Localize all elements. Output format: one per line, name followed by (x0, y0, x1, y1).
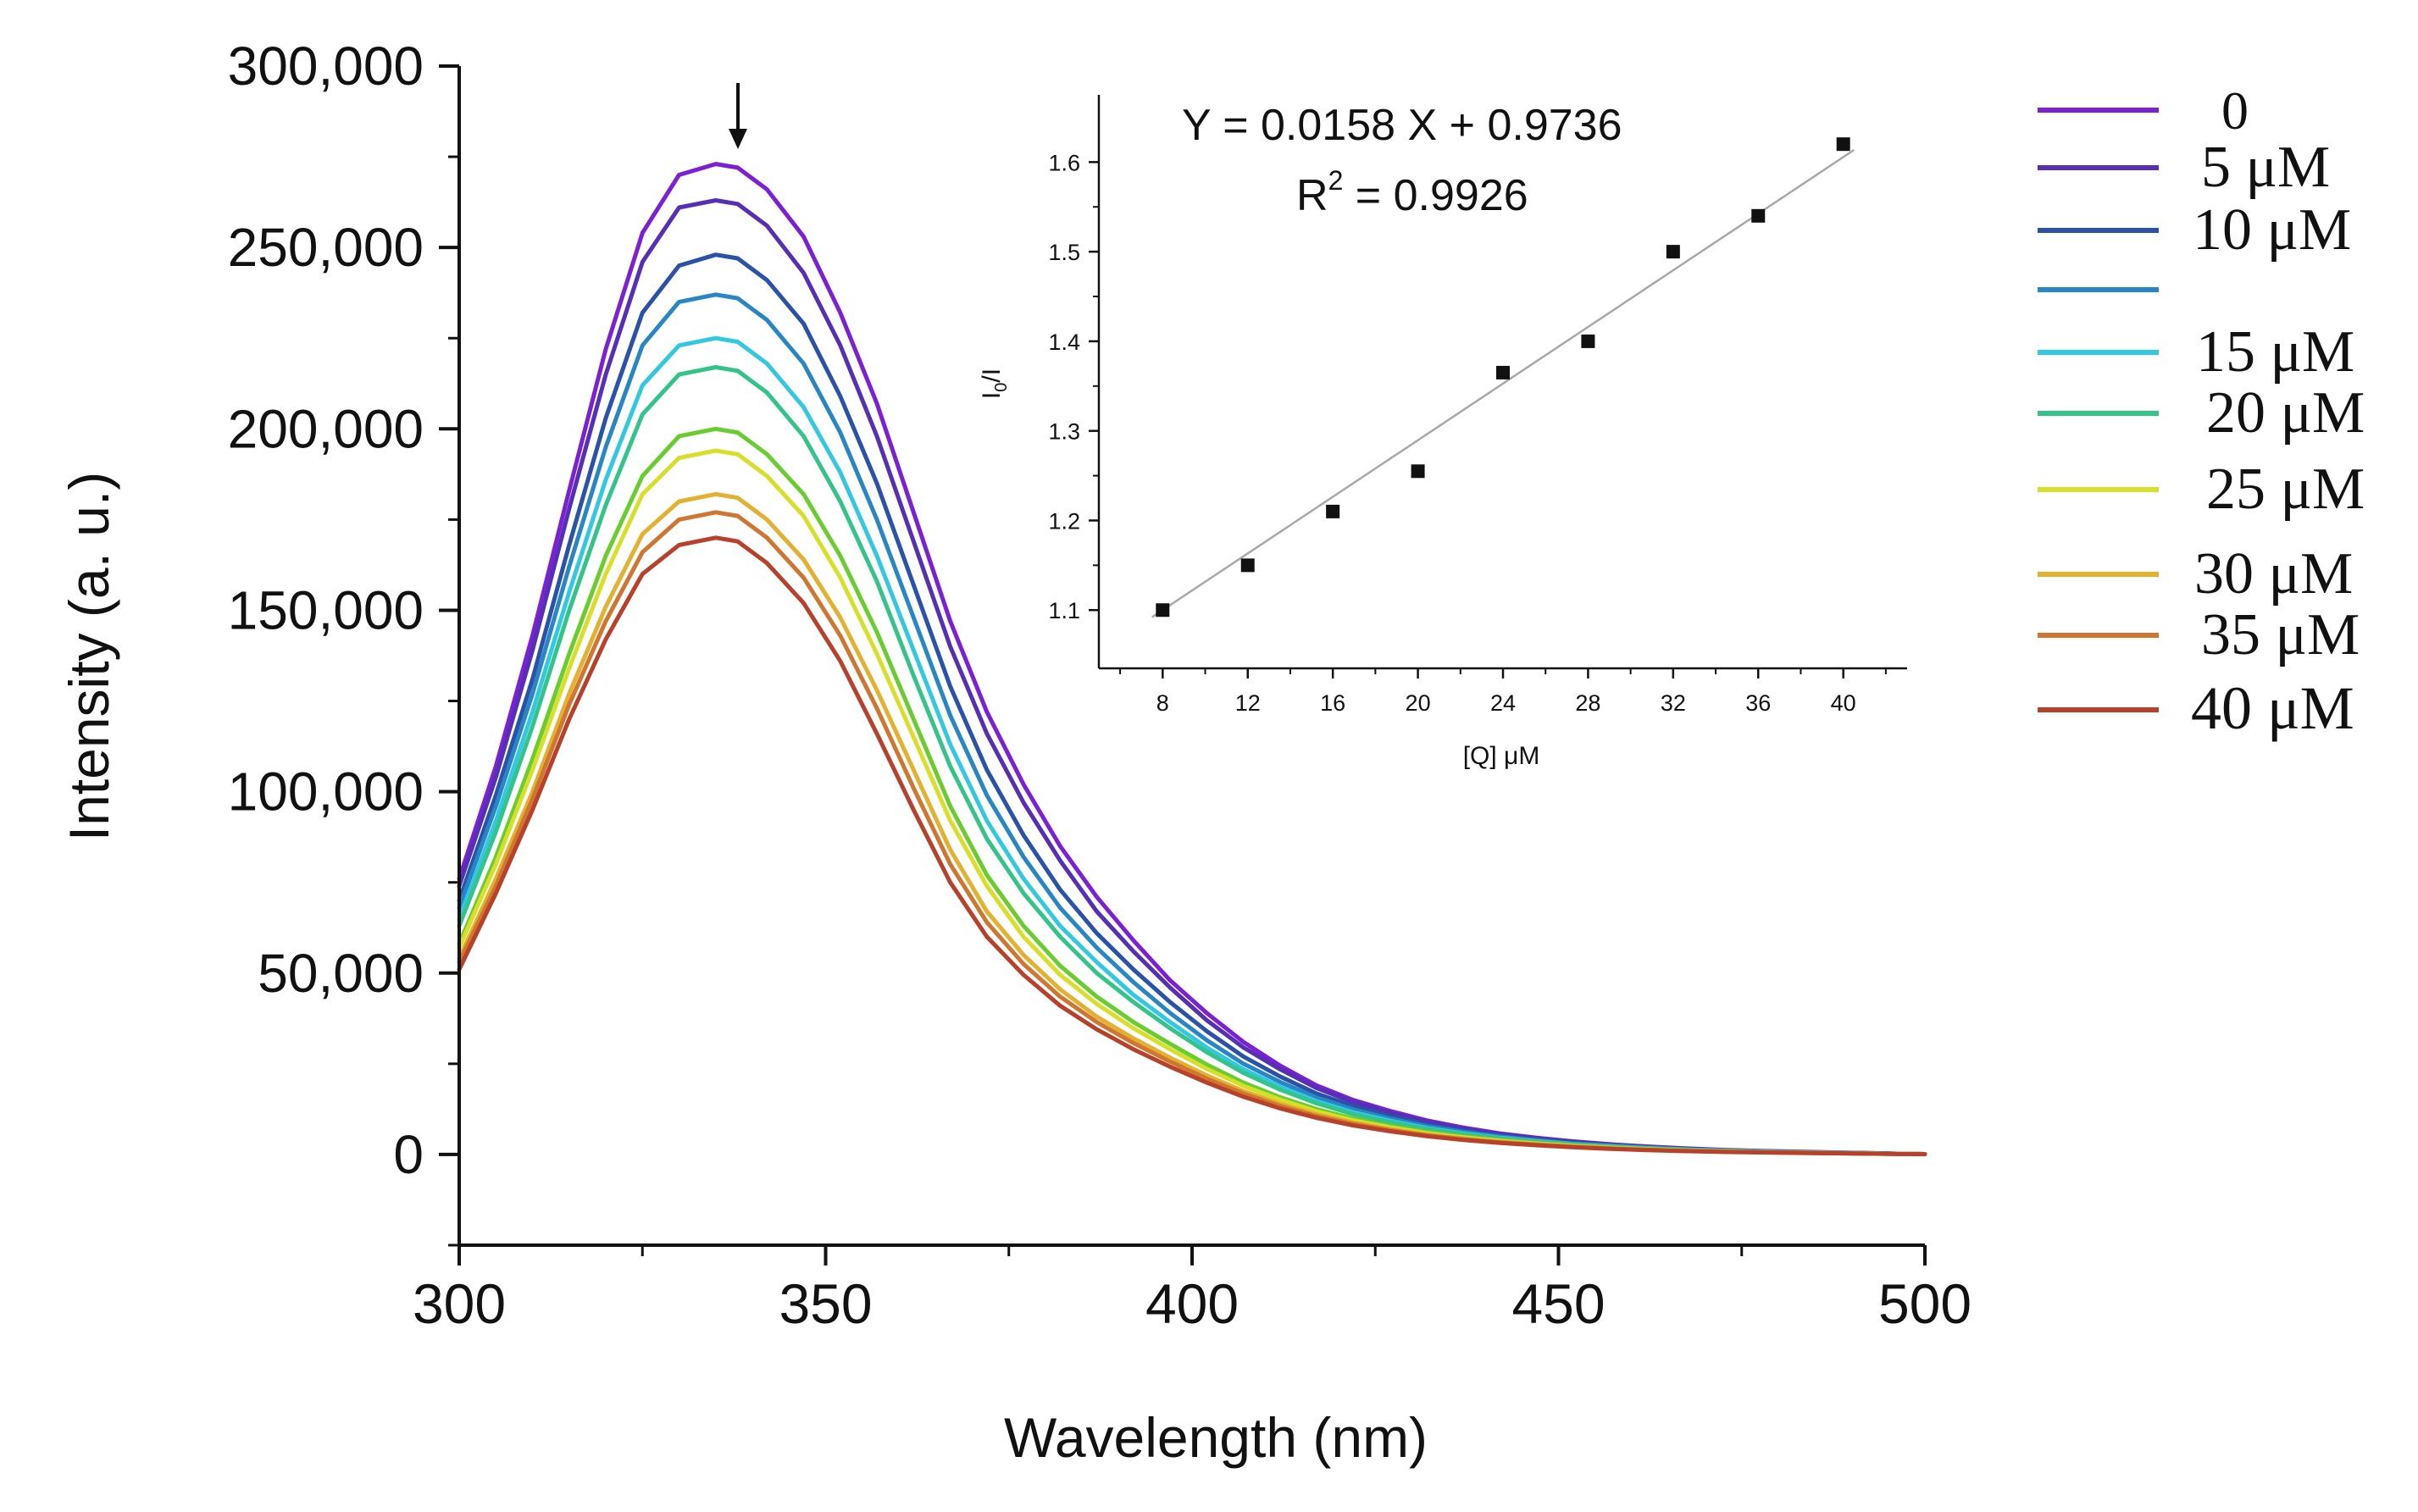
inset-y-tick-label: 1.6 (1048, 150, 1080, 175)
inset-data-point (1326, 504, 1340, 518)
inset-y-tick-label: 1.4 (1048, 330, 1080, 355)
legend-label: 0 (2221, 80, 2249, 141)
inset-y-axis-label: I0/I (978, 368, 1011, 399)
y-tick-label: 300,000 (228, 36, 424, 97)
x-tick-label: 350 (779, 1272, 872, 1335)
legend-label: 10 μM (2193, 197, 2351, 263)
inset-data-point (1411, 464, 1425, 479)
inset-data-point (1751, 208, 1766, 223)
inset-data-point (1666, 245, 1680, 259)
series-line-2 (457, 252, 1927, 1156)
inset-x-tick-label: 24 (1490, 690, 1516, 716)
y-tick-label: 250,000 (228, 217, 424, 278)
y-axis-label: Intensity (a. u.) (58, 472, 120, 842)
y-tick-label: 100,000 (228, 762, 424, 822)
peak-arrow-annotation (729, 83, 747, 149)
legend-label: 15 μM (2196, 319, 2354, 385)
x-tick-label: 400 (1145, 1272, 1239, 1335)
inset-x-tick-label: 20 (1406, 690, 1431, 716)
inset-y-tick-label: 1.5 (1048, 240, 1080, 265)
y-tick-label: 0 (393, 1124, 424, 1185)
inset-x-tick-label: 36 (1745, 690, 1771, 716)
main-series-group (457, 162, 1927, 1157)
y-tick-label: 50,000 (258, 943, 424, 1004)
inset-y-tick-label: 1.2 (1048, 508, 1080, 534)
inset-y-tick-label: 1.3 (1048, 419, 1080, 445)
inset-data-point (1836, 137, 1850, 152)
legend-label: 20 μM (2206, 380, 2365, 446)
legend-label: 40 μM (2191, 674, 2354, 742)
y-tick-label: 150,000 (228, 579, 424, 640)
series-line-7 (457, 448, 1927, 1156)
inset-x-tick-label: 40 (1831, 690, 1856, 716)
x-tick-label: 500 (1878, 1272, 1972, 1335)
inset-data-point (1496, 365, 1510, 379)
inset-axes: 1.1 1.2 1.3 1.4 1.5 1.6 8 12 16 20 24 28 32 36 40 (1048, 95, 1907, 716)
inset-data-point (1581, 334, 1595, 348)
inset-r-squared: R2 = 0.9926 (1296, 165, 1528, 220)
inset-x-axis-label: [Q] μM (1463, 742, 1540, 770)
inset-x-tick-label: 8 (1156, 690, 1169, 716)
x-tick-label: 300 (413, 1272, 506, 1335)
main-axes: 0 50,000 100,000 150,000 200,000 250,000 300,0… (228, 36, 1972, 1335)
legend-label: 35 μM (2201, 602, 2360, 667)
inset-points-group (1156, 137, 1850, 618)
legend-label: 30 μM (2194, 541, 2353, 606)
main-plot: 0 50,000 100,000 150,000 200,000 250,000 300,0… (58, 36, 1972, 1469)
y-tick-label: 200,000 (228, 398, 424, 459)
inset-x-tick-label: 32 (1661, 690, 1686, 716)
x-axis-label: Wavelength (nm) (1004, 1406, 1428, 1469)
inset-equation: Y = 0.0158 X + 0.9736 (1182, 101, 1622, 150)
x-tick-label: 450 (1511, 1272, 1605, 1335)
inset-x-tick-label: 16 (1320, 690, 1345, 716)
series-line-6 (457, 426, 1927, 1156)
inset-plot: 1.1 1.2 1.3 1.4 1.5 1.6 8 12 16 20 24 28 32 36 40 Y = … (978, 95, 1907, 770)
legend-label: 5 μM (2201, 135, 2330, 200)
series-line-10 (457, 535, 1927, 1157)
series-line-3 (457, 292, 1927, 1156)
inset-data-point (1240, 558, 1255, 573)
legend-label: 25 μM (2206, 457, 2365, 522)
inset-x-tick-label: 28 (1575, 690, 1600, 716)
inset-data-point (1156, 603, 1170, 618)
inset-fit-group (1151, 149, 1855, 618)
inset-fit-line (1151, 149, 1855, 618)
inset-x-tick-label: 12 (1235, 690, 1261, 716)
inset-y-tick-label: 1.1 (1048, 598, 1080, 623)
